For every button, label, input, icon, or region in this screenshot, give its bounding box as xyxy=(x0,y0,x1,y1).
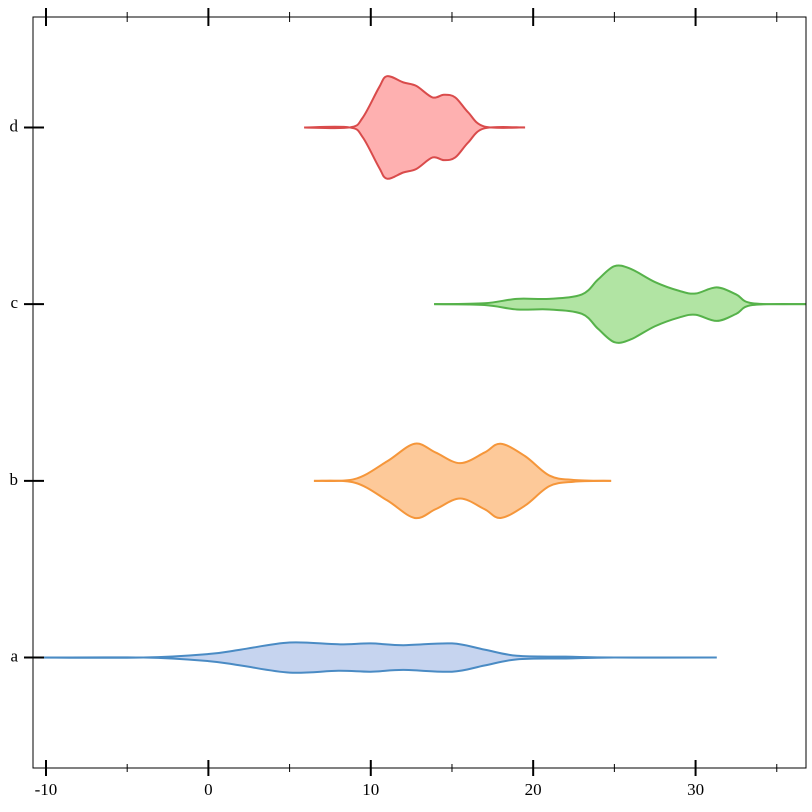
plot-frame xyxy=(32,16,807,769)
violin-body xyxy=(33,642,717,673)
y-tick-label: a xyxy=(10,646,18,665)
violin-outline-bottom xyxy=(313,479,612,520)
violin-body xyxy=(304,76,526,179)
y-tick-label: d xyxy=(10,116,19,135)
violin-body xyxy=(434,265,806,343)
violin-outline-top xyxy=(434,264,806,306)
x-tick-label: 0 xyxy=(204,780,213,799)
violin-outline-bottom xyxy=(434,303,806,344)
x-tick-label: 20 xyxy=(525,780,542,799)
violin-outline-top xyxy=(33,641,717,659)
plot-area xyxy=(33,75,806,674)
violin-outline-top xyxy=(304,75,526,130)
y-tick-label: c xyxy=(10,293,18,312)
y-tick-label: b xyxy=(10,470,19,489)
x-tick-label: 30 xyxy=(687,780,704,799)
violin-body xyxy=(313,443,612,519)
x-tick-label: 10 xyxy=(362,780,379,799)
violin-outline-bottom xyxy=(33,656,717,674)
violin-outline-top xyxy=(313,442,612,483)
x-tick-label: -10 xyxy=(35,780,58,799)
violin-outline-bottom xyxy=(304,125,526,180)
